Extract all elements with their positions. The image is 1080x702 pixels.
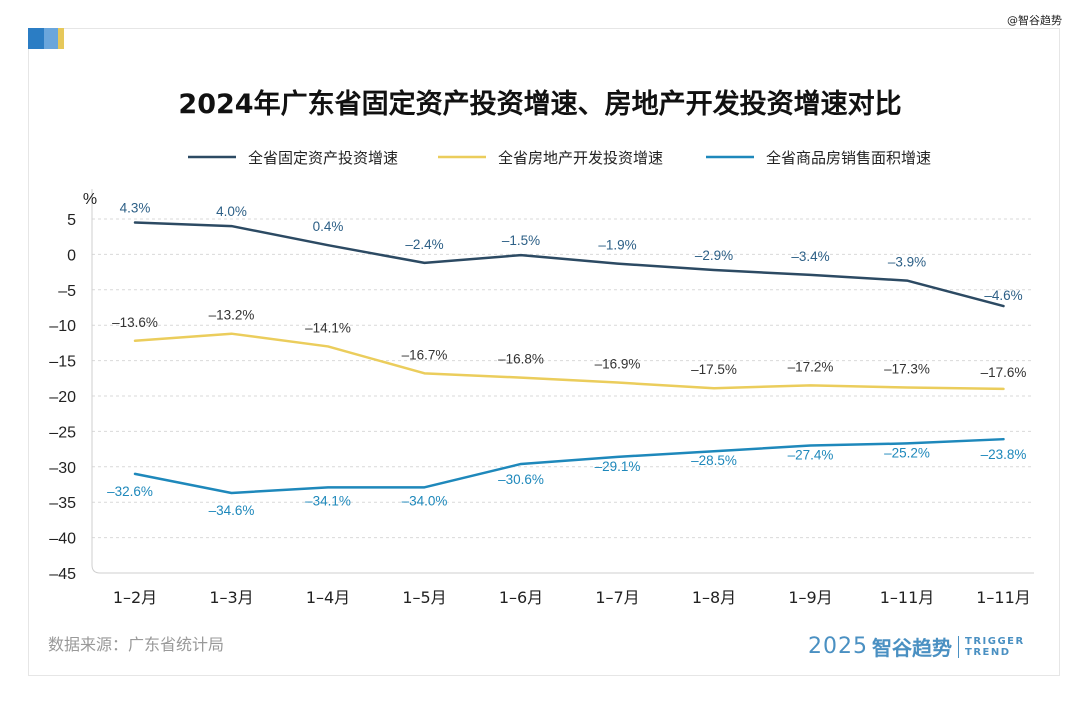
chart-frame <box>28 28 1060 676</box>
deco-block-2 <box>44 28 58 49</box>
y-tick-label: –45 <box>49 566 76 583</box>
header-decoration <box>28 28 64 49</box>
data-label-housing-sales: –29.1% <box>595 459 641 474</box>
data-label-housing-sales: –32.6% <box>107 484 153 499</box>
deco-block-3 <box>58 28 64 49</box>
x-tick-label: 1–2月 <box>113 588 157 607</box>
data-label-real-estate: –17.3% <box>884 362 930 377</box>
data-label-real-estate: –16.7% <box>402 347 448 362</box>
brand-separator <box>958 635 959 658</box>
data-label-fixed-asset: –1.9% <box>598 238 636 253</box>
x-tick-label: 1–11月 <box>976 588 1031 607</box>
data-label-real-estate: –16.9% <box>595 357 641 372</box>
y-tick-label: 0 <box>67 247 76 264</box>
data-label-fixed-asset: –3.4% <box>791 249 829 264</box>
brand-english-line1: TRIGGER <box>965 635 1025 647</box>
x-tick-label: 1–11月 <box>880 588 935 607</box>
data-label-housing-sales: –30.6% <box>498 472 544 487</box>
data-label-housing-sales: –25.2% <box>884 445 930 460</box>
data-source: 数据来源：广东省统计局 <box>48 635 225 654</box>
series-line-real-estate <box>133 332 1005 391</box>
y-tick-label: 5 <box>67 212 76 229</box>
y-tick-label: –20 <box>49 389 76 406</box>
data-label-fixed-asset: –1.5% <box>502 233 540 248</box>
data-label-fixed-asset: 4.3% <box>120 201 151 216</box>
legend-label-real-estate: 全省房地产开发投资增速 <box>498 149 663 167</box>
brand-year: 2025 <box>808 634 868 659</box>
data-label-housing-sales: –34.6% <box>209 503 255 518</box>
data-label-fixed-asset: –2.9% <box>695 248 733 263</box>
data-label-real-estate: –13.2% <box>209 308 255 323</box>
x-tick-label: 1–3月 <box>209 588 253 607</box>
data-label-housing-sales: –23.8% <box>981 447 1027 462</box>
y-tick-label: –15 <box>49 354 76 371</box>
data-label-fixed-asset: 0.4% <box>313 219 344 234</box>
brand-english: TRIGGER TREND <box>965 636 1025 658</box>
data-label-housing-sales: –27.4% <box>788 448 834 463</box>
data-label-real-estate: –17.5% <box>691 362 737 377</box>
data-label-fixed-asset: –3.9% <box>888 255 926 270</box>
data-label-real-estate: –17.6% <box>981 365 1027 380</box>
y-tick-label: –5 <box>58 283 76 300</box>
x-tick-label: 1–8月 <box>692 588 736 607</box>
y-tick-label: –30 <box>49 460 76 477</box>
data-label-fixed-asset: 4.0% <box>216 204 247 219</box>
data-label-housing-sales: –28.5% <box>691 453 737 468</box>
data-label-real-estate: –14.1% <box>305 320 351 335</box>
data-label-fixed-asset: –4.6% <box>984 288 1022 303</box>
x-tick-label: 1–5月 <box>402 588 446 607</box>
legend-label-housing-sales: 全省商品房销售面积增速 <box>766 149 931 167</box>
brand-logo: 2025 智谷趋势 TRIGGER TREND <box>808 632 1025 661</box>
data-label-housing-sales: –34.0% <box>402 493 448 508</box>
data-label-real-estate: –13.6% <box>112 315 158 330</box>
y-tick-label: –10 <box>49 318 76 335</box>
deco-block-1 <box>28 28 44 49</box>
y-tick-label: –40 <box>49 531 76 548</box>
y-axis-unit: % <box>83 191 97 208</box>
y-tick-label: –25 <box>49 424 76 441</box>
chart-title: 2024年广东省固定资产投资增速、房地产开发投资增速对比 <box>178 89 902 120</box>
legend-label-fixed-asset: 全省固定资产投资增速 <box>248 149 398 167</box>
y-tick-label: –35 <box>49 495 76 512</box>
watermark: @智谷趋势 <box>1007 14 1062 27</box>
series-line-housing-sales <box>133 437 1005 495</box>
brand-name: 智谷趋势 <box>872 636 952 660</box>
x-tick-label: 1–9月 <box>788 588 832 607</box>
data-label-fixed-asset: –2.4% <box>405 237 443 252</box>
axis-line <box>91 189 1034 574</box>
x-tick-label: 1–7月 <box>595 588 639 607</box>
x-tick-label: 1–6月 <box>499 588 543 607</box>
data-label-real-estate: –16.8% <box>498 352 544 367</box>
x-tick-label: 1–4月 <box>306 588 350 607</box>
series-line-fixed-asset <box>133 221 1005 308</box>
data-label-housing-sales: –34.1% <box>305 493 351 508</box>
data-label-real-estate: –17.2% <box>788 359 834 374</box>
brand-english-line2: TREND <box>965 646 1011 658</box>
